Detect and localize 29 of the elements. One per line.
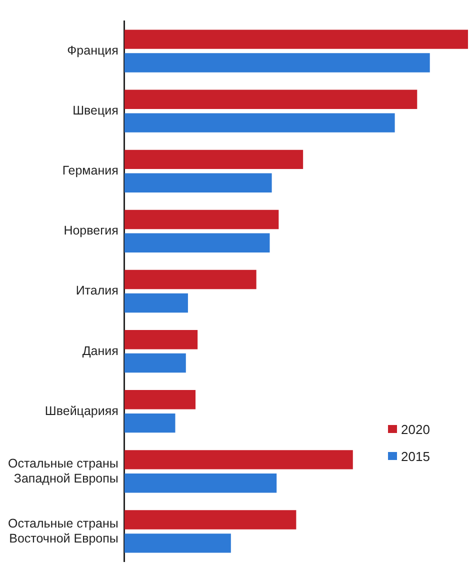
bar (124, 390, 196, 410)
bar (124, 30, 468, 49)
bar (124, 90, 418, 109)
y-tick-label: Норвегия (64, 224, 118, 238)
legend-label: 2015 (401, 448, 430, 464)
y-tick-label: Остальные страны Восточной Европы (8, 516, 118, 546)
y-tick-label: Остальные страны Западной Европы (8, 456, 118, 486)
bar (124, 450, 353, 470)
legend-label: 2020 (401, 422, 430, 436)
bar (124, 270, 256, 290)
bar (124, 173, 272, 192)
bar (124, 474, 277, 493)
y-tick-label: Германия (62, 164, 118, 178)
bar (124, 53, 430, 72)
y-tick-label: Италия (76, 284, 118, 298)
bar (124, 413, 176, 433)
y-tick-label: Швеция (72, 104, 118, 118)
y-tick-label: Швейцарияя (44, 404, 118, 418)
bar (124, 353, 186, 373)
bar (124, 233, 270, 253)
bar (124, 534, 231, 553)
bar (124, 510, 296, 530)
bar (124, 293, 188, 313)
y-tick-label: Франция (67, 43, 118, 58)
y-tick-label: Дания (82, 344, 118, 358)
bar (124, 113, 395, 132)
bar (124, 330, 198, 350)
bar (124, 150, 304, 170)
bar (124, 210, 279, 230)
